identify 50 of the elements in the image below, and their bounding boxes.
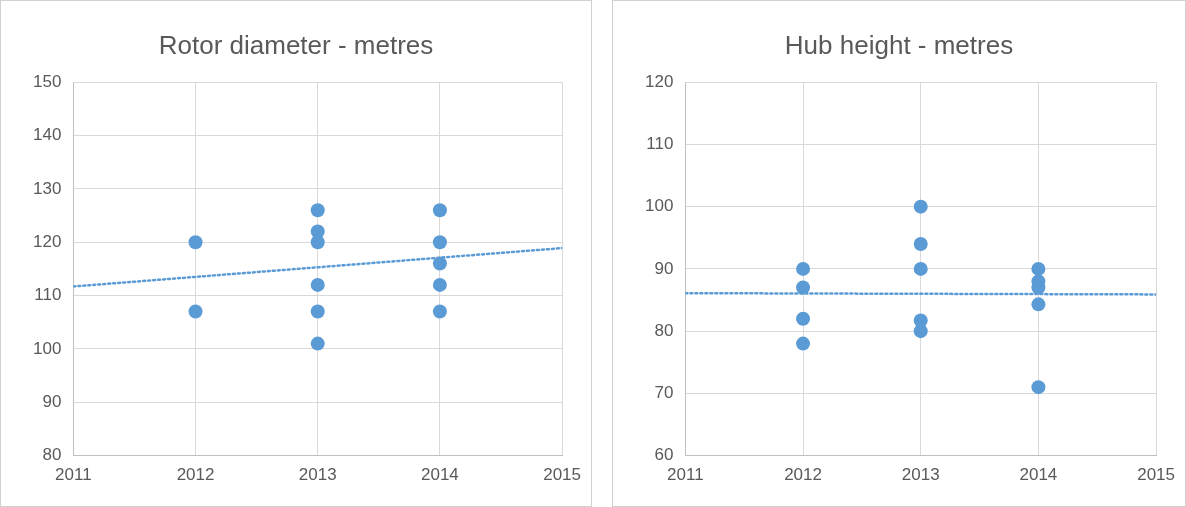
y-tick-label: 100 bbox=[644, 196, 674, 216]
x-tick-label: 2012 bbox=[784, 465, 822, 485]
point bbox=[1031, 380, 1046, 395]
point bbox=[432, 256, 447, 271]
point bbox=[188, 235, 203, 250]
y-tick-label: 90 bbox=[42, 391, 62, 411]
x-tick-label: 2015 bbox=[543, 465, 581, 485]
point bbox=[1031, 297, 1046, 312]
y-tick-label: 80 bbox=[654, 320, 674, 340]
point bbox=[432, 304, 447, 319]
y-tick-label: 80 bbox=[42, 445, 62, 465]
y-tick-label: 110 bbox=[34, 285, 62, 305]
chart-title: Hub height - metres bbox=[784, 29, 1014, 60]
x-tick-label: 2013 bbox=[298, 465, 337, 485]
point bbox=[310, 203, 325, 218]
x-tick-label: 2014 bbox=[1019, 465, 1058, 485]
x-tick-label: 2015 bbox=[1137, 465, 1175, 485]
y-tick-label: 130 bbox=[32, 178, 62, 198]
y-tick-label: 60 bbox=[654, 445, 674, 465]
point bbox=[796, 311, 811, 326]
y-tick-label: 110 bbox=[646, 134, 674, 154]
point bbox=[1031, 261, 1046, 276]
point bbox=[310, 235, 325, 250]
y-tick-label: 140 bbox=[32, 125, 62, 145]
y-tick-label: 150 bbox=[32, 71, 62, 91]
point bbox=[432, 203, 447, 218]
x-tick-label: 2014 bbox=[420, 465, 459, 485]
point bbox=[913, 261, 928, 276]
y-tick-label: 120 bbox=[32, 231, 62, 251]
point bbox=[796, 261, 811, 276]
x-tick-label: 2013 bbox=[901, 465, 940, 485]
point bbox=[913, 324, 928, 339]
x-tick-label: 2011 bbox=[667, 465, 704, 485]
point bbox=[913, 199, 928, 214]
x-tick-label: 2012 bbox=[176, 465, 215, 485]
point bbox=[432, 277, 447, 292]
y-tick-label: 70 bbox=[654, 383, 674, 403]
point bbox=[310, 304, 325, 319]
point bbox=[432, 235, 447, 250]
point bbox=[796, 280, 811, 295]
point bbox=[310, 336, 325, 351]
y-tick-label: 100 bbox=[32, 338, 62, 358]
point bbox=[188, 304, 203, 319]
chart-title: Rotor diameter - metres bbox=[158, 29, 434, 60]
point bbox=[796, 336, 811, 351]
y-tick-label: 90 bbox=[654, 258, 674, 278]
point bbox=[310, 277, 325, 292]
y-tick-label: 120 bbox=[644, 71, 674, 91]
point bbox=[913, 237, 928, 252]
x-tick-label: 2011 bbox=[55, 465, 92, 485]
